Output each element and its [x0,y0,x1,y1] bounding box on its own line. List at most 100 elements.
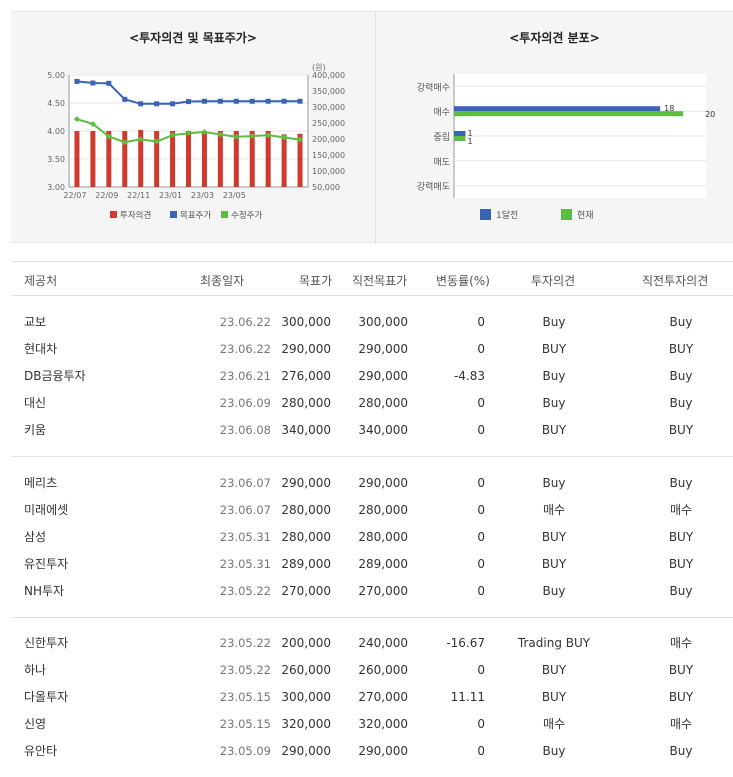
opinion-cell: BUY [541,530,567,544]
adjusted-price-point [73,116,80,123]
group-divider [11,617,733,618]
change-rate-cell: 0 [477,530,485,544]
current-bar [454,111,684,117]
opinion-cell: Buy [542,369,566,383]
prev-opinion-cell: BUY [668,342,694,356]
y-left-tick-label: 4.50 [47,99,65,108]
opinion-bar [154,131,160,187]
prev-opinion-cell: 매수 [669,636,693,650]
prev-target-price-cell: 290,000 [358,369,408,383]
date-cell: 23.05.15 [219,717,271,731]
change-rate-cell: 0 [477,342,485,356]
header-opinion: 투자의견 [531,274,576,288]
legend-swatch [480,209,491,220]
x-tick-label: 22/11 [127,191,150,200]
opinion-target-chart-title: <투자의견 및 목표주가> [129,31,257,45]
current-bar [454,136,466,141]
table-row: 교보 23.06.22 300,000 300,000 0 Buy Buy [11,309,733,335]
table-header: 제공처 최종일자 목표가 직전목표가 변동률(%) 투자의견 직전투자의견 [11,261,733,296]
date-cell: 23.06.09 [219,396,271,410]
prev-opinion-cell: BUY [668,423,694,437]
opinion-cell: BUY [541,423,567,437]
prev-target-price-cell: 290,000 [358,342,408,356]
date-cell: 23.06.22 [219,315,271,329]
table-row: 신한투자 23.05.22 200,000 240,000 -16.67 Trading … [11,630,733,656]
target-price-point [233,98,239,104]
target-price-point [297,98,303,104]
provider-cell: 대신 [24,396,47,410]
target-price-cell: 300,000 [281,690,331,704]
prev-target-price-cell: 290,000 [358,476,408,490]
y-right-tick-label: 50,000 [312,183,340,192]
prev-opinion-cell: BUY [668,690,694,704]
table-row: 유안타 23.05.09 290,000 290,000 0 Buy Buy [11,738,733,764]
chart-divider [375,12,376,244]
y-left-tick-label: 3.00 [47,183,65,192]
header-date: 최종일자 [200,274,245,288]
prev-target-price-cell: 340,000 [358,423,408,437]
bar-value-label: 1 [467,137,472,146]
target-price-cell: 290,000 [281,342,331,356]
bar-value-label: 20 [705,110,715,119]
opinion-distribution-chart-title: <투자의견 분포> [509,31,600,45]
adjusted-price-point [249,133,256,140]
table-row: 미래에셋 23.06.07 280,000 280,000 0 매수 매수 [11,497,733,523]
date-cell: 23.06.07 [219,503,271,517]
date-cell: 23.05.15 [219,690,271,704]
adjusted-price-point [265,132,272,139]
target-price-point [90,80,96,86]
opinion-bar [186,131,191,187]
adjusted-price-point [201,128,208,135]
change-rate-cell: 0 [477,476,485,490]
header-prev-target: 직전목표가 [352,274,408,288]
target-price-point [106,80,112,86]
opinion-cell: Buy [542,744,566,758]
opinion-cell: BUY [541,342,567,356]
legend-label: 목표주가 [180,211,211,221]
adjusted-price-point [153,138,160,145]
prev-target-price-cell: 290,000 [358,744,408,758]
x-tick-label: 22/07 [63,191,86,200]
opinion-cell: Buy [542,476,566,490]
y-right-tick-label: 150,000 [312,151,345,160]
header-change: 변동률(%) [436,274,490,288]
header-provider: 제공처 [24,274,58,288]
change-rate-cell: -16.67 [446,636,485,650]
opinion-bar [106,131,112,187]
opinion-cell: 매수 [542,503,566,517]
provider-cell: 신한투자 [24,636,69,650]
date-cell: 23.06.22 [219,342,271,356]
table-row: 다올투자 23.05.15 300,000 270,000 11.11 BUY BUY [11,684,733,710]
group-divider [11,456,733,457]
legend-label: 1달전 [496,209,518,221]
target-price-cell: 276,000 [281,369,331,383]
provider-cell: 현대차 [24,342,58,356]
y-left-tick-label: 5.00 [47,71,65,80]
target-price-cell: 300,000 [281,315,331,329]
opinion-bar [90,131,96,187]
table-row: 키움 23.06.08 340,000 340,000 0 BUY BUY [11,417,733,443]
adjusted-price-point [121,139,128,146]
y-right-tick-label: 100,000 [312,167,345,176]
opinion-bar [201,131,207,187]
prev-target-price-cell: 320,000 [358,717,408,731]
opinion-bar [249,131,255,187]
target-price-cell: 280,000 [281,530,331,544]
legend-label: 현재 [577,210,594,221]
charts-panel: <투자의견 및 목표주가> <투자의견 분포> 5.00 4.50 4.00 3.50… [11,11,733,244]
date-cell: 23.06.21 [219,369,271,383]
opinion-target-chart: 5.00 4.50 4.00 3.50 3.00 400,000 350,000 300,00… [47,63,345,221]
date-cell: 23.05.22 [219,584,271,598]
adjusted-price-point [281,134,288,141]
target-price-point [201,98,207,104]
provider-cell: NH투자 [24,584,65,598]
month-ago-bar [454,131,466,136]
prev-opinion-cell: BUY [668,663,694,677]
y-right-tick-label: 250,000 [312,119,345,128]
prev-opinion-cell: Buy [669,744,693,758]
prev-opinion-cell: 매수 [669,503,693,517]
prev-target-price-cell: 280,000 [358,503,408,517]
y-right-tick-label: 300,000 [312,103,345,112]
prev-opinion-cell: Buy [669,584,693,598]
